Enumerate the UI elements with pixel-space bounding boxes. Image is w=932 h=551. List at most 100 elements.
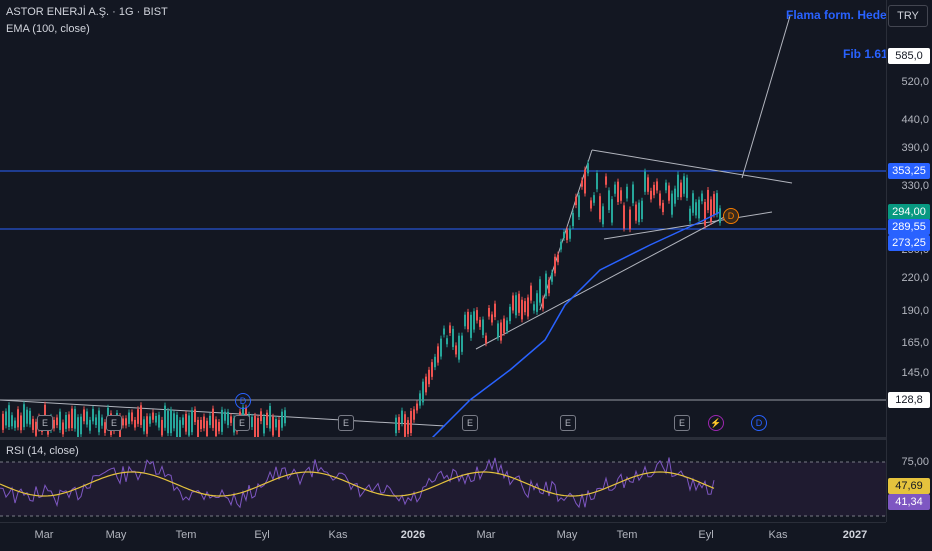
candle-body: [152, 412, 154, 420]
candle-body: [251, 416, 253, 427]
candle-body: [89, 419, 91, 431]
candle-body: [470, 314, 472, 338]
candle-body: [185, 413, 187, 432]
candle-body: [551, 272, 553, 282]
candle-body: [101, 417, 103, 426]
candle-body: [125, 418, 127, 426]
ema-price-tag: 289,55: [888, 219, 930, 235]
dividend-icon[interactable]: D: [751, 415, 767, 431]
candle-body: [35, 421, 37, 436]
price-tick: 145,0: [901, 367, 929, 379]
candle-body: [605, 176, 607, 185]
candle-body: [464, 314, 466, 327]
candle-body: [56, 417, 58, 426]
support-price-tag: 273,25: [888, 235, 930, 251]
candle-body: [209, 415, 211, 426]
earnings-icon[interactable]: E: [674, 415, 690, 431]
candle-body: [422, 381, 424, 403]
candle-body: [194, 409, 196, 423]
rsi-ma-line: [0, 471, 715, 497]
candle-body: [149, 416, 151, 424]
candle-body: [11, 415, 13, 427]
earnings-icon[interactable]: E: [106, 415, 122, 431]
ema-legend[interactable]: EMA (100, close): [6, 23, 90, 35]
symbol-title[interactable]: ASTOR ENERJİ A.Ş. · 1G · BIST: [6, 6, 168, 18]
candle-body: [503, 318, 505, 333]
candle-body: [230, 416, 232, 423]
earnings-icon[interactable]: E: [462, 415, 478, 431]
price-chart[interactable]: [0, 0, 886, 437]
candle-body: [578, 195, 580, 217]
currency-button[interactable]: TRY: [888, 5, 928, 27]
candle-body: [497, 323, 499, 338]
candle-body: [140, 405, 142, 425]
candle-body: [539, 279, 541, 303]
candle-body: [716, 193, 718, 215]
candle-body: [545, 273, 547, 296]
price-tick: 520,0: [901, 76, 929, 88]
candle-body: [467, 311, 469, 330]
candle-body: [128, 412, 130, 424]
candle-body: [626, 186, 628, 199]
candle-body: [689, 208, 691, 222]
earnings-icon[interactable]: E: [560, 415, 576, 431]
candle-body: [458, 335, 460, 360]
rsi-band: [0, 462, 886, 516]
candle-body: [650, 190, 652, 200]
candle-body: [275, 419, 277, 428]
candle-body: [701, 193, 703, 202]
price-tick: 190,0: [901, 305, 929, 317]
candle-body: [494, 303, 496, 318]
candle-body: [26, 409, 28, 424]
candle-body: [572, 212, 574, 227]
candle-body: [5, 411, 7, 426]
candle-body: [659, 193, 661, 206]
candle-body: [227, 411, 229, 426]
candle-body: [431, 362, 433, 377]
candle-body: [506, 320, 508, 332]
price-tick: 440,0: [901, 114, 929, 126]
price-pane[interactable]: ASTOR ENERJİ A.Ş. · 1G · BIST EMA (100, …: [0, 0, 891, 437]
candle-body: [14, 420, 16, 428]
candle-body: [2, 413, 4, 430]
candle-body: [563, 231, 565, 239]
time-label: Eyl: [698, 529, 714, 541]
earnings-icon[interactable]: E: [37, 415, 53, 431]
candle-body: [71, 408, 73, 429]
rsi-legend[interactable]: RSI (14, close): [6, 445, 79, 457]
candle-body: [77, 417, 79, 437]
candle-body: [521, 299, 523, 320]
dividend-marker-icon[interactable]: D: [723, 208, 739, 224]
candle-body: [92, 408, 94, 422]
candle-body: [632, 184, 634, 204]
candle-body: [272, 416, 274, 436]
candle-body: [461, 335, 463, 352]
earnings-icon[interactable]: E: [234, 415, 250, 431]
earnings-icon[interactable]: E: [338, 415, 354, 431]
candle-body: [641, 200, 643, 220]
time-label: Mar: [34, 529, 54, 541]
candle-body: [638, 202, 640, 223]
candle-body: [611, 199, 613, 223]
fib-price-tag: 585,0: [888, 48, 930, 64]
candle-body: [656, 181, 658, 191]
candle-body: [671, 193, 673, 215]
price-scale[interactable]: 520,0 440,0 390,0 330,0 250,0 220,0 190,…: [886, 0, 932, 522]
flag-target-label: Flama form. Hedef: [786, 8, 891, 22]
rsi-line: [0, 457, 715, 509]
candle-body: [170, 409, 172, 434]
candle-body: [410, 411, 412, 433]
rsi-chart[interactable]: [0, 440, 886, 522]
candle-body: [635, 204, 637, 221]
candle-body: [206, 420, 208, 437]
candle-body: [278, 419, 280, 437]
pane-separator[interactable]: [0, 437, 886, 440]
split-event-icon[interactable]: ⚡: [708, 415, 724, 431]
time-label: Tem: [175, 529, 197, 541]
dividend-icon[interactable]: D: [235, 393, 251, 409]
candle-body: [191, 410, 193, 433]
time-axis[interactable]: Mar May Tem Eyl Kas 2026 Mar May Tem Eyl…: [0, 522, 886, 551]
candle-body: [176, 414, 178, 437]
candle-body: [479, 319, 481, 327]
rsi-pane[interactable]: RSI (14, close): [0, 440, 886, 522]
